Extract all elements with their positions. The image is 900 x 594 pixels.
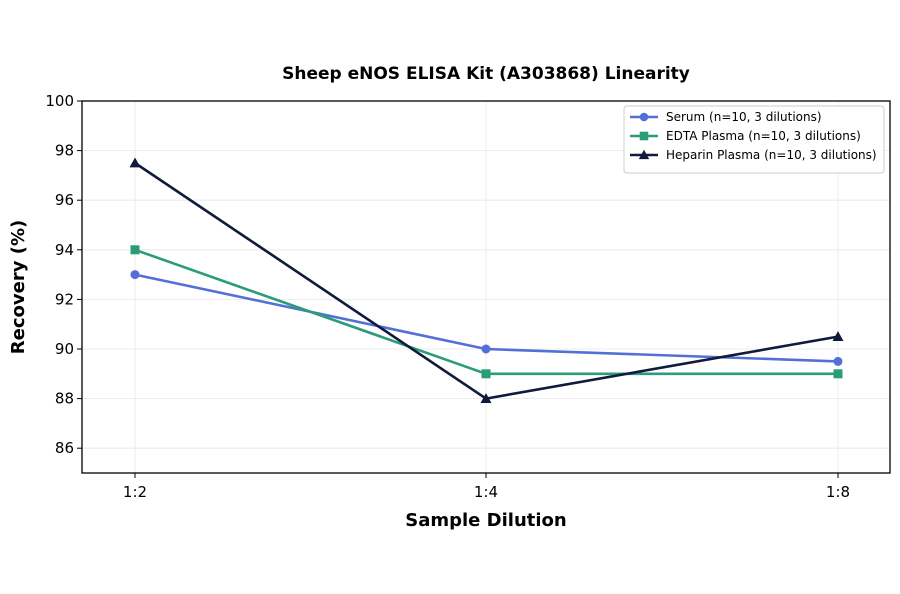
y-tick-label: 98 [55, 142, 74, 160]
data-point [130, 245, 140, 255]
y-tick-label: 96 [55, 191, 74, 209]
series-2 [130, 245, 843, 379]
legend-marker [639, 131, 649, 141]
data-point [130, 270, 140, 280]
legend-marker [639, 112, 649, 122]
y-tick-label: 90 [55, 340, 74, 358]
x-tick-label: 1:8 [826, 483, 850, 501]
data-point [481, 344, 491, 354]
data-point [481, 369, 491, 379]
series-1 [130, 270, 843, 366]
y-tick-label: 100 [45, 92, 74, 110]
y-tick-label: 86 [55, 439, 74, 457]
data-point [833, 356, 843, 366]
legend-item: Heparin Plasma (n=10, 3 dilutions) [630, 148, 877, 162]
y-tick-label: 92 [55, 290, 74, 308]
legend-label: Heparin Plasma (n=10, 3 dilutions) [666, 148, 877, 162]
series-layer [129, 157, 844, 403]
x-tick-label: 1:4 [474, 483, 498, 501]
x-axis-label: Sample Dilution [405, 510, 566, 531]
legend: Serum (n=10, 3 dilutions) EDTA Plasma (n=… [623, 105, 885, 174]
legend-box [623, 105, 885, 174]
x-tick-label: 1:2 [123, 483, 147, 501]
legend-marker [638, 149, 650, 160]
data-point [129, 157, 141, 168]
legend-label: Serum (n=10, 3 dilutions) [666, 110, 822, 124]
y-tick-label: 88 [55, 390, 74, 408]
y-tick-label: 94 [55, 241, 74, 259]
data-point [833, 369, 843, 379]
legend-label: EDTA Plasma (n=10, 3 dilutions) [666, 129, 861, 143]
legend-item: Serum (n=10, 3 dilutions) [630, 110, 822, 124]
data-point [480, 393, 492, 403]
series-line [134, 161, 839, 400]
data-point [832, 331, 844, 341]
ticks-layer: 1:2 1:4 1:8 86 88 90 92 94 96 98 100 [45, 92, 850, 501]
series-3 [129, 157, 844, 403]
legend-item: EDTA Plasma (n=10, 3 dilutions) [630, 129, 861, 143]
y-axis-label: Recovery (%) [8, 220, 29, 354]
chart-title: Sheep eNOS ELISA Kit (A303868) Linearity [282, 64, 690, 84]
